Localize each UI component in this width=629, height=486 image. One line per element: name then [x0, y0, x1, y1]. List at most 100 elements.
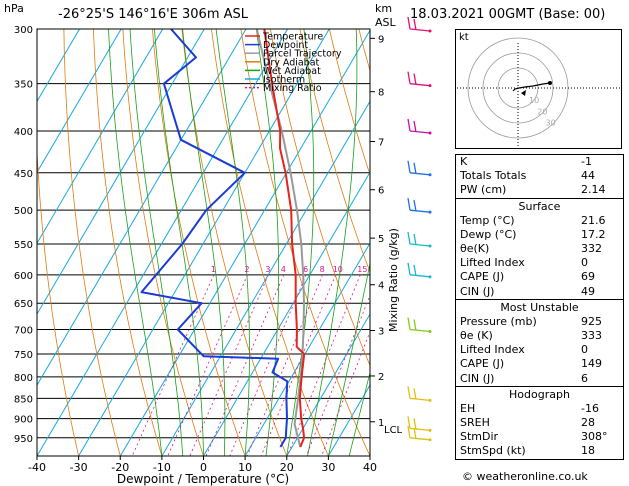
hodograph-ring-label: 30: [546, 119, 556, 128]
pressure-tick-label: 450: [14, 169, 33, 180]
x-tick-label: 10: [238, 461, 252, 474]
dry-adiabat: [63, 29, 121, 456]
wind-barb-dot: [428, 330, 432, 334]
wind-barb-feather: [413, 427, 417, 439]
mixing-ratio-tick-label: 15: [357, 265, 367, 274]
hodograph-param-row: StmDir 308°: [456, 430, 623, 444]
wind-barb-dot: [428, 398, 432, 402]
surface-row: θe(K) 332: [456, 242, 623, 256]
hodograph-param-label: SREH: [460, 416, 490, 430]
index-value: -1: [581, 155, 592, 168]
wind-barb: [409, 274, 431, 278]
index-row: PW (cm) 2.14: [456, 183, 623, 197]
wet-adiabat: [307, 29, 358, 456]
most-unstable-label: Pressure (mb): [460, 314, 537, 328]
mixing-ratio-line: [286, 274, 361, 456]
surface-row: Dewp (°C) 17.2: [456, 228, 623, 242]
most-unstable-row: CAPE (J) 149: [456, 357, 623, 371]
most-unstable-row: θe (K) 333: [456, 329, 623, 343]
pressure-tick-label: 700: [14, 326, 33, 337]
wind-barb-dot: [428, 131, 432, 135]
most-unstable-section: Most Unstable Pressure (mb) 925 θe (K) 333 L…: [456, 298, 623, 386]
wind-barb-feather: [413, 18, 417, 31]
wind-barb: [409, 172, 431, 176]
surface-label: θe(K): [460, 242, 490, 256]
dry-adiabat: [624, 29, 629, 456]
wind-barb: [409, 437, 431, 441]
height-reference: ASL: [375, 16, 396, 29]
mixing-ratio-tick-label: 6: [303, 265, 308, 274]
isotherm: [286, 313, 370, 456]
hodograph-param-row: EH -16: [456, 402, 623, 416]
isotherm: [119, 29, 370, 456]
wind-barb: [409, 397, 431, 402]
most-unstable-value: 149: [581, 357, 602, 371]
wind-barb-feather: [413, 264, 417, 276]
index-label: PW (cm): [460, 183, 507, 197]
axes: -40 -30 -20 -10 0 10 20 30 40 300 350 400 450 500 550 6…: [14, 25, 403, 474]
wet-adiabat: [215, 29, 250, 456]
km-tick-label: 6: [378, 186, 384, 197]
surface-row: Temp (°C) 21.6: [456, 214, 623, 228]
pressure-tick-label: 650: [14, 299, 33, 310]
parameters-table: K -1 Totals Totals 44 PW (cm) 2.14 Surface Te…: [455, 154, 624, 460]
most-unstable-row: Pressure (mb) 925: [456, 315, 623, 329]
dry-adiabat: [299, 29, 370, 274]
hodograph-param-row: SREH 28: [456, 416, 623, 430]
wind-barbs: [407, 16, 432, 442]
height-unit-label: km ASL: [375, 2, 396, 30]
legend-label: Parcel Trajectory: [263, 49, 342, 60]
isotherm: [161, 100, 370, 456]
wind-barb-feather: [413, 319, 417, 331]
km-tick-label: 1: [378, 418, 384, 429]
surface-label: CAPE (J): [460, 270, 505, 284]
wet-adiabat: [255, 29, 280, 456]
indices-section: K -1 Totals Totals 44 PW (cm) 2.14: [456, 155, 623, 198]
km-tick-label: 3: [378, 327, 384, 338]
isotherm: [203, 171, 370, 456]
km-tick-label: 7: [378, 138, 384, 149]
surface-value: 69: [581, 270, 595, 284]
x-tick-label: -30: [70, 461, 88, 474]
index-row: K -1: [456, 155, 623, 169]
km-tick-label: 9: [378, 34, 384, 45]
lcl-label: LCL: [384, 425, 403, 436]
hodograph-table-title: Hodograph: [509, 387, 570, 401]
most-unstable-label: CAPE (J): [460, 357, 505, 371]
wind-barb-feather: [407, 231, 411, 245]
isotherm: [37, 29, 80, 103]
wind-barb-feather: [407, 425, 411, 438]
wind-barb-feather: [413, 120, 417, 133]
date-title: 18.03.2021 00GMT (Base: 00): [410, 7, 606, 22]
surface-row: CAPE (J) 69: [456, 270, 623, 284]
hodograph-param-label: StmSpd (kt): [460, 444, 526, 458]
dry-adiabat: [93, 29, 163, 456]
wind-barb-feather: [407, 118, 411, 132]
wind-barb-feather: [413, 73, 417, 85]
index-label: K: [460, 155, 468, 168]
wind-barb-feather: [407, 198, 411, 211]
hodograph: kt 10 20 30: [455, 29, 622, 149]
wind-barb-dot: [428, 244, 432, 248]
wind-barb-feather: [407, 416, 411, 429]
mixing-ratio-line: [205, 274, 285, 456]
hodograph-unit-label: kt: [459, 32, 469, 43]
mixing-ratio-tick-label: 2: [245, 265, 250, 274]
pressure-tick-label: 900: [14, 415, 33, 426]
pressure-tick-label: 400: [14, 127, 33, 138]
pressure-tick-label: 850: [14, 394, 33, 405]
pressure-tick-label: 600: [14, 271, 33, 282]
surface-value: 0: [581, 256, 588, 270]
wet-adiabat: [154, 29, 204, 456]
km-tick-label: 5: [378, 234, 384, 245]
hodograph-table-section: Hodograph EH -16 SREH 28 StmDir 308° StmSpd (k…: [456, 385, 623, 459]
surface-value: 21.6: [581, 213, 606, 227]
wind-barb-feather: [413, 200, 417, 212]
pressure-tick-label: 300: [14, 25, 33, 36]
x-tick-label: 40: [363, 461, 377, 474]
profile-series: [140, 29, 306, 448]
x-tick-label: -10: [153, 461, 171, 474]
wind-barb-feather: [407, 16, 411, 30]
wind-barb-feather: [413, 418, 417, 430]
